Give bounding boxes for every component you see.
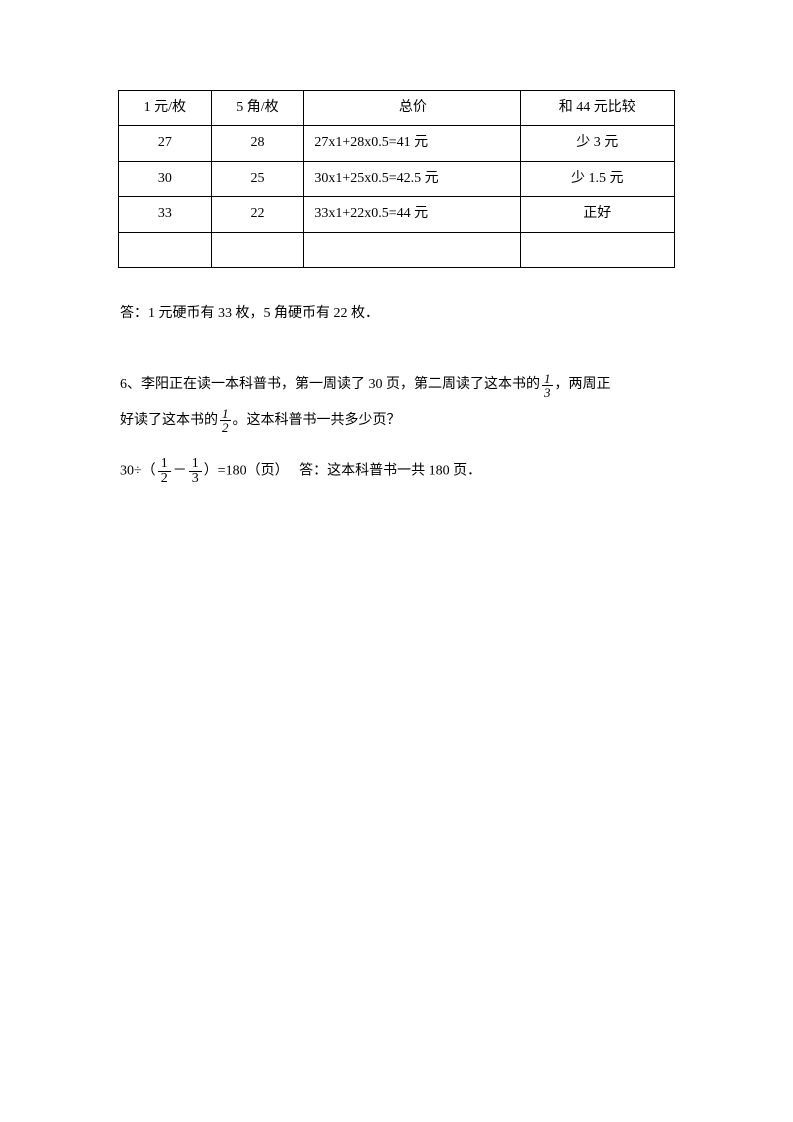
table-cell: 27 <box>119 126 212 161</box>
table-header: 总价 <box>304 91 520 126</box>
table-cell <box>119 232 212 267</box>
table-header: 5 角/枚 <box>211 91 304 126</box>
table-row-empty <box>119 232 675 267</box>
solution-6: 30÷（12－13）=180（页） 答：这本科普书一共 180 页． <box>118 457 675 486</box>
table-cell: 少 1.5 元 <box>520 161 674 196</box>
fraction-denominator: 3 <box>189 472 202 486</box>
solution-text: 30÷（ <box>120 464 156 479</box>
table-cell: 33 <box>119 197 212 232</box>
table-cell <box>304 232 520 267</box>
table-cell: 正好 <box>520 197 674 232</box>
table-row: 27 28 27x1+28x0.5=41 元 少 3 元 <box>119 126 675 161</box>
table-cell: 25 <box>211 161 304 196</box>
problem-text: 好读了这本书的 <box>120 413 218 428</box>
fraction: 12 <box>158 457 171 486</box>
solution-text: － <box>173 464 187 479</box>
coin-table: 1 元/枚 5 角/枚 总价 和 44 元比较 27 28 27x1+28x0.… <box>118 90 675 268</box>
problem-text: 。这本科普书一共多少页？ <box>233 413 401 428</box>
table-cell <box>211 232 304 267</box>
fraction: 12 <box>220 407 231 434</box>
table-cell <box>520 232 674 267</box>
table-header: 1 元/枚 <box>119 91 212 126</box>
table-header-row: 1 元/枚 5 角/枚 总价 和 44 元比较 <box>119 91 675 126</box>
problem-text: ，两周正 <box>555 377 611 392</box>
problem-6-line1: 6、李阳正在读一本科普书，第一周读了 30 页，第二周读了这本书的13，两周正 <box>120 370 675 401</box>
problem-6: 6、李阳正在读一本科普书，第一周读了 30 页，第二周读了这本书的13，两周正 … <box>118 370 675 437</box>
fraction-denominator: 3 <box>542 386 553 399</box>
table-cell: 27x1+28x0.5=41 元 <box>304 126 520 161</box>
fraction-numerator: 1 <box>542 372 553 386</box>
fraction-numerator: 1 <box>220 407 231 421</box>
fraction-denominator: 2 <box>220 421 231 434</box>
fraction: 13 <box>189 457 202 486</box>
solution-answer: 答：这本科普书一共 180 页． <box>299 464 481 479</box>
fraction-denominator: 2 <box>158 472 171 486</box>
table-cell: 22 <box>211 197 304 232</box>
table-cell: 30x1+25x0.5=42.5 元 <box>304 161 520 196</box>
solution-text: ）=180（页） <box>204 464 289 479</box>
problem-6-line2: 好读了这本书的12。这本科普书一共多少页？ <box>120 406 675 437</box>
table-header: 和 44 元比较 <box>520 91 674 126</box>
table-cell: 30 <box>119 161 212 196</box>
fraction-numerator: 1 <box>189 457 202 472</box>
problem-text: 6、李阳正在读一本科普书，第一周读了 30 页，第二周读了这本书的 <box>120 377 540 392</box>
table-cell: 28 <box>211 126 304 161</box>
answer-5: 答：1 元硬币有 33 枚，5 角硬币有 22 枚． <box>118 303 675 325</box>
fraction: 13 <box>542 372 553 399</box>
table-row: 33 22 33x1+22x0.5=44 元 正好 <box>119 197 675 232</box>
table-cell: 少 3 元 <box>520 126 674 161</box>
fraction-numerator: 1 <box>158 457 171 472</box>
table-row: 30 25 30x1+25x0.5=42.5 元 少 1.5 元 <box>119 161 675 196</box>
table-cell: 33x1+22x0.5=44 元 <box>304 197 520 232</box>
